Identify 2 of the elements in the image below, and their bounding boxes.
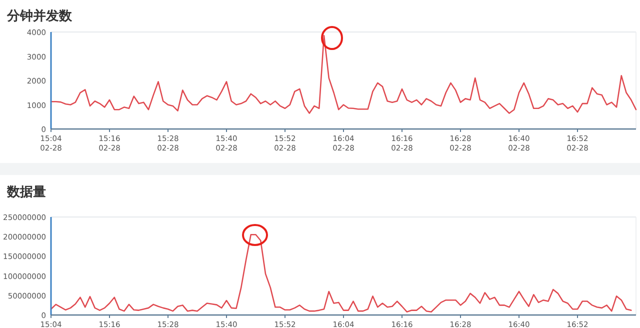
chart-title: 数据量	[6, 185, 46, 200]
chart-title: 分钟并发数	[6, 8, 73, 24]
